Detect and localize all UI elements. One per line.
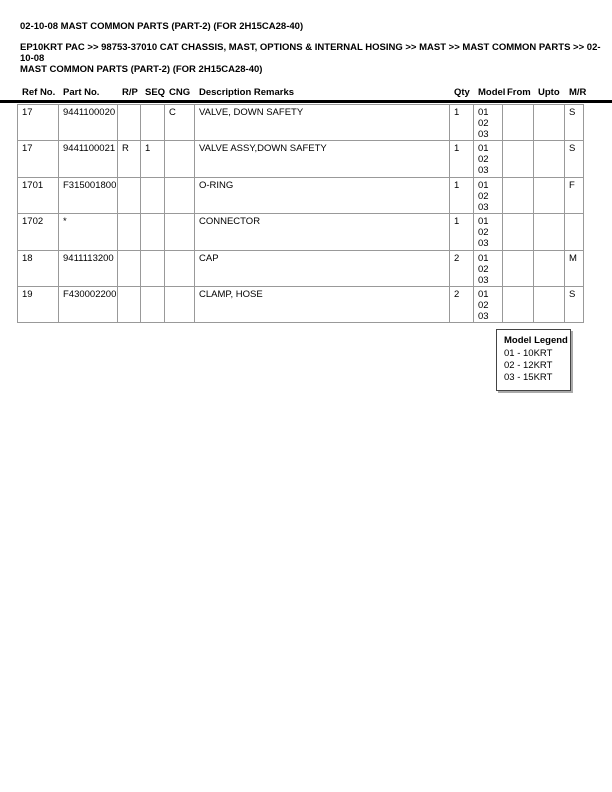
cell-seq	[140, 285, 165, 324]
parts-table: 17 9441100020 C VALVE, DOWN SAFETY 1 01 02 03…	[17, 103, 584, 324]
cell-cng	[164, 285, 195, 324]
cell-seq	[140, 249, 165, 287]
cell-qty: 1	[449, 103, 474, 142]
cell-description: CLAMP, HOSE	[194, 285, 450, 324]
cell-from	[502, 140, 534, 178]
table-row: 18 9411113200 CAP 2 01 02 03 M	[17, 249, 584, 287]
cell-ref_no: 18	[17, 249, 59, 287]
cell-part_no: 9411113200	[58, 249, 118, 287]
cell-model: 01 02 03	[473, 249, 503, 287]
model-legend-entry: 01 - 10KRT	[504, 348, 553, 359]
cell-qty: 1	[449, 213, 474, 251]
cell-seq	[140, 103, 165, 142]
model-legend-title: Model Legend	[504, 335, 568, 346]
cell-ref_no: 17	[17, 140, 59, 178]
cell-ref_no: 17	[17, 103, 59, 142]
cell-upto	[533, 176, 565, 215]
cell-ref_no: 1701	[17, 176, 59, 215]
cell-cng: C	[164, 103, 195, 142]
breadcrumb: EP10KRT PAC >> 98753-37010 CAT CHASSIS, …	[20, 42, 612, 75]
table-row: 1701 F315001800 O-RING 1 01 02 03 F	[17, 176, 584, 215]
cell-from	[502, 285, 534, 324]
cell-model: 01 02 03	[473, 285, 503, 324]
cell-description: VALVE, DOWN SAFETY	[194, 103, 450, 142]
column-header-mr: M/R	[569, 87, 587, 98]
cell-description: CAP	[194, 249, 450, 287]
page-title: 02-10-08 MAST COMMON PARTS (PART-2) (FOR…	[20, 21, 304, 32]
column-header-rp: R/P	[122, 87, 138, 98]
cell-upto	[533, 285, 565, 324]
cell-from	[502, 249, 534, 287]
cell-seq	[140, 213, 165, 251]
cell-rp	[117, 285, 141, 324]
cell-upto	[533, 103, 565, 142]
table-row: 17 9441100020 C VALVE, DOWN SAFETY 1 01 02 03…	[17, 103, 584, 142]
column-header-qty: Qty	[454, 87, 470, 98]
cell-mr: S	[564, 103, 584, 142]
column-header-part_no: Part No.	[63, 87, 100, 98]
cell-rp	[117, 213, 141, 251]
cell-from	[502, 213, 534, 251]
column-header-model: Model	[478, 87, 506, 98]
cell-rp: R	[117, 140, 141, 178]
column-header-ref_no: Ref No.	[22, 87, 56, 98]
model-legend-entry: 03 - 15KRT	[504, 372, 553, 383]
cell-cng	[164, 140, 195, 178]
cell-seq	[140, 176, 165, 215]
cell-mr: M	[564, 249, 584, 287]
cell-description: VALVE ASSY,DOWN SAFETY	[194, 140, 450, 178]
cell-mr	[564, 213, 584, 251]
model-legend-box: Model Legend 01 - 10KRT 02 - 12KRT 03 - …	[496, 329, 571, 391]
cell-upto	[533, 249, 565, 287]
cell-model: 01 02 03	[473, 140, 503, 178]
cell-model: 01 02 03	[473, 176, 503, 215]
column-header-seq: SEQ	[145, 87, 166, 98]
table-row: 17 9441100021 R 1 VALVE ASSY,DOWN SAFETY 1 01 …	[17, 140, 584, 178]
cell-qty: 2	[449, 285, 474, 324]
breadcrumb-line: EP10KRT PAC >> 98753-37010 CAT CHASSIS, …	[20, 42, 601, 64]
cell-rp	[117, 249, 141, 287]
cell-mr: S	[564, 140, 584, 178]
cell-model: 01 02 03	[473, 103, 503, 142]
column-header-upto: Upto	[538, 87, 560, 98]
cell-rp	[117, 176, 141, 215]
cell-description: O-RING	[194, 176, 450, 215]
cell-description: CONNECTOR	[194, 213, 450, 251]
cell-rp	[117, 103, 141, 142]
cell-ref_no: 1702	[17, 213, 59, 251]
cell-qty: 1	[449, 176, 474, 215]
breadcrumb-line: MAST COMMON PARTS (PART-2) (FOR 2H15CA28…	[20, 64, 263, 75]
cell-cng	[164, 249, 195, 287]
header-divider-rule	[0, 100, 612, 103]
model-legend-entry: 02 - 12KRT	[504, 360, 553, 371]
cell-ref_no: 19	[17, 285, 59, 324]
cell-mr: S	[564, 285, 584, 324]
cell-cng	[164, 176, 195, 215]
cell-upto	[533, 213, 565, 251]
cell-from	[502, 176, 534, 215]
cell-from	[502, 103, 534, 142]
column-header-cng: CNG	[169, 87, 191, 98]
cell-qty: 2	[449, 249, 474, 287]
cell-upto	[533, 140, 565, 178]
cell-part_no: F430002200	[58, 285, 118, 324]
cell-part_no: F315001800	[58, 176, 118, 215]
table-row: 1702 * CONNECTOR 1 01 02 03	[17, 213, 584, 251]
cell-part_no: *	[58, 213, 118, 251]
column-header-description: Description Remarks	[199, 87, 295, 98]
cell-part_no: 9441100020	[58, 103, 118, 142]
column-header-from: From	[507, 87, 531, 98]
cell-mr: F	[564, 176, 584, 215]
cell-seq: 1	[140, 140, 165, 178]
cell-qty: 1	[449, 140, 474, 178]
cell-cng	[164, 213, 195, 251]
table-column-header-row: Ref No. Part No. R/P SEQ CNG Description Rema…	[17, 87, 587, 98]
cell-model: 01 02 03	[473, 213, 503, 251]
table-row: 19 F430002200 CLAMP, HOSE 2 01 02 03 S	[17, 285, 584, 324]
cell-part_no: 9441100021	[58, 140, 118, 178]
